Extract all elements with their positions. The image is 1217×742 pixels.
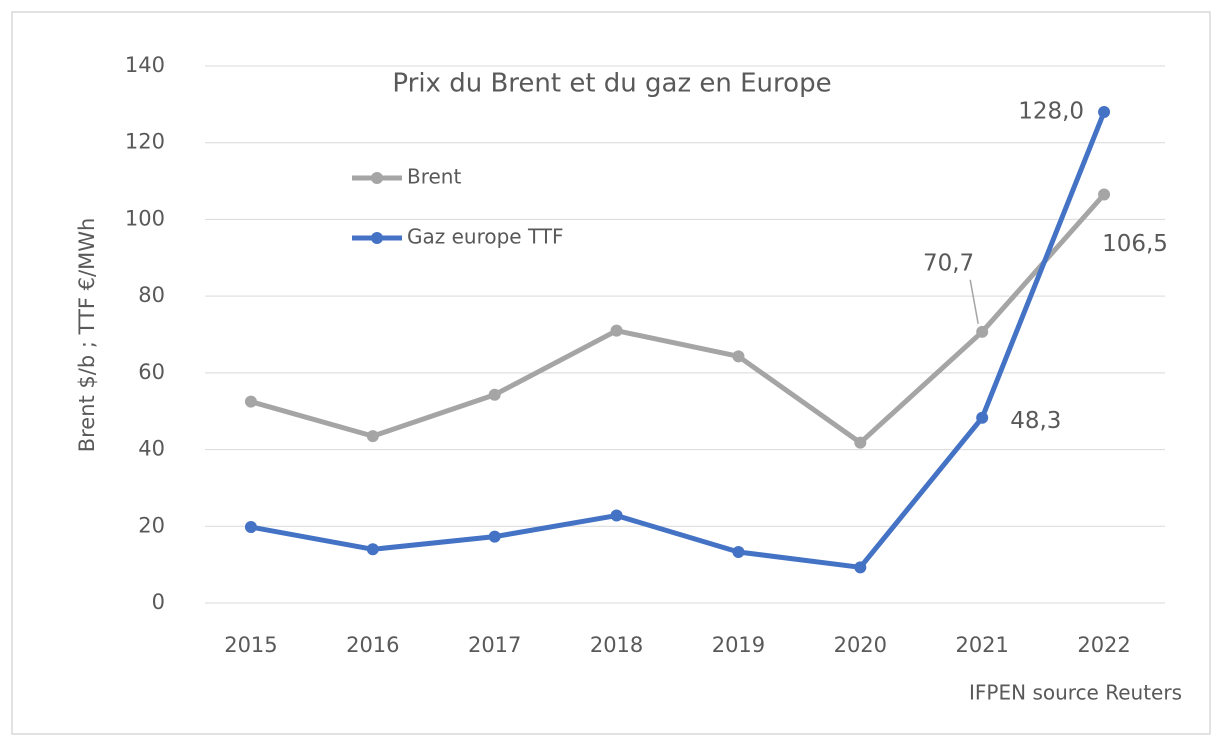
data-point — [366, 430, 379, 443]
y-axis-label: Brent $/b ; TTF €/MWh — [75, 218, 99, 453]
legend-label: Gaz europe TTF — [407, 225, 564, 249]
x-tick-label: 2016 — [346, 633, 399, 657]
x-tick-label: 2017 — [468, 633, 521, 657]
legend-label: Brent — [407, 165, 461, 189]
y-tick-label: 100 — [125, 206, 165, 230]
data-point — [732, 545, 745, 558]
data-point — [976, 411, 989, 424]
data-point — [732, 350, 745, 363]
x-tick-label: 2018 — [590, 633, 643, 657]
label-leader — [969, 279, 979, 324]
data-point — [244, 521, 257, 534]
data-label: 128,0 — [1018, 99, 1084, 125]
data-label: 106,5 — [1102, 231, 1168, 257]
x-tick-label: 2022 — [1077, 633, 1130, 657]
series-line — [250, 192, 1106, 446]
x-tick-label: 2021 — [955, 633, 1008, 657]
x-tick-label: 2020 — [834, 633, 887, 657]
y-tick-label: 60 — [138, 360, 165, 384]
y-tick-label: 120 — [125, 130, 165, 154]
data-point — [854, 436, 867, 449]
chart-frame — [11, 11, 1211, 735]
y-tick-label: 20 — [138, 513, 165, 537]
data-point — [1098, 106, 1111, 119]
data-point — [610, 509, 623, 522]
data-point — [244, 395, 257, 408]
data-point — [488, 530, 501, 543]
x-tick-label: 2019 — [712, 633, 765, 657]
data-point — [610, 324, 623, 337]
chart-title: Prix du Brent et du gaz en Europe — [392, 69, 831, 99]
data-point — [854, 561, 867, 574]
legend-marker — [371, 232, 383, 244]
x-tick-label: 2015 — [224, 633, 277, 657]
data-label: 48,3 — [1010, 408, 1061, 434]
series-line — [250, 111, 1107, 570]
data-point — [976, 325, 989, 338]
data-label: 70,7 — [923, 250, 974, 276]
data-point — [1098, 188, 1111, 201]
y-tick-label: 140 — [125, 53, 165, 77]
y-tick-label: 40 — [138, 437, 165, 461]
y-tick-label: 80 — [138, 283, 165, 307]
y-tick-label: 0 — [152, 590, 165, 614]
data-point — [488, 388, 501, 401]
data-point — [366, 543, 379, 556]
legend-marker — [371, 172, 383, 184]
source-note: IFPEN source Reuters — [969, 681, 1182, 705]
